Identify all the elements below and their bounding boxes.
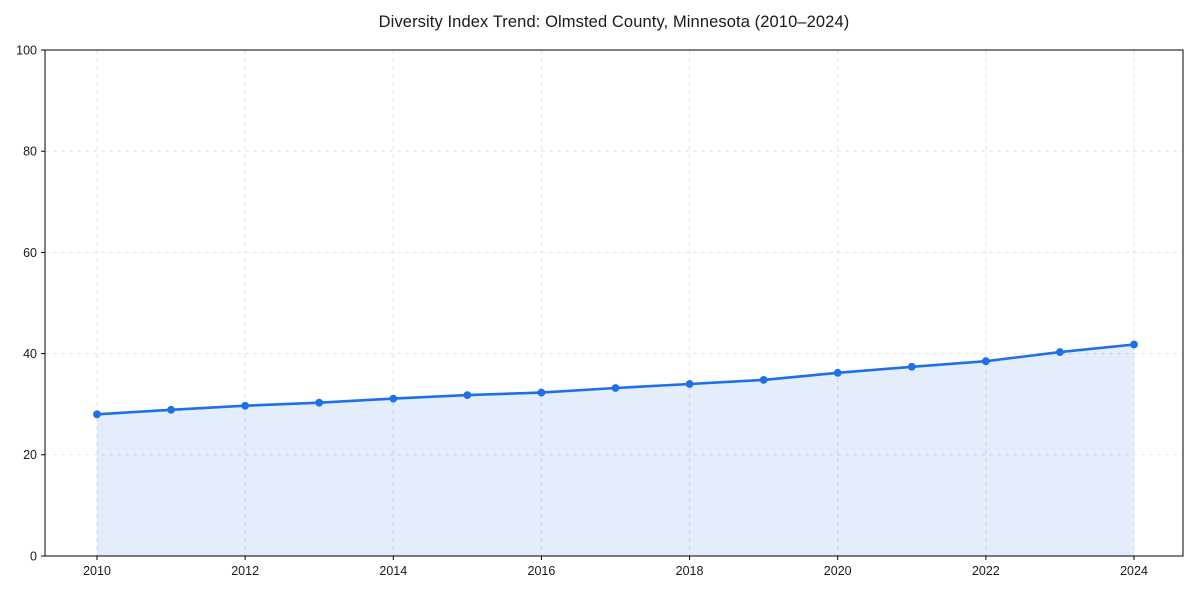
x-tick-label: 2024: [1120, 564, 1148, 578]
x-tick-label: 2020: [824, 564, 852, 578]
plot-border: [44, 49, 1184, 557]
data-point-2018: [685, 380, 694, 388]
data-point-2010: [93, 410, 101, 419]
y-tick-label: 80: [23, 145, 37, 159]
y-tick-label: 100: [16, 43, 37, 57]
x-tick-label: 2012: [231, 564, 259, 578]
x-tick-label: 2022: [972, 564, 1000, 578]
chart-title: Diversity Index Trend: Olmsted County, M…: [378, 13, 850, 31]
data-point-2016: [537, 388, 546, 397]
data-point-2013: [315, 398, 324, 407]
area-fill: [97, 344, 1134, 556]
data-point-2021: [907, 362, 916, 371]
x-tick-label: 2010: [83, 564, 111, 578]
data-point-2022: [981, 357, 990, 366]
y-tick-label: 0: [30, 549, 37, 563]
y-tick-label: 60: [23, 246, 37, 260]
data-point-2020: [833, 368, 842, 377]
x-tick-label: 2016: [528, 564, 556, 578]
data-point-2023: [1056, 348, 1064, 356]
data-point-2011: [167, 405, 175, 414]
y-tick-label: 40: [23, 347, 37, 361]
y-tick-label: 20: [23, 448, 37, 462]
x-tick-label: 2014: [379, 564, 407, 578]
x-tick-label: 2018: [676, 564, 704, 578]
data-point-2024: [1130, 340, 1138, 349]
data-point-2019: [759, 376, 768, 384]
data-point-2012: [241, 401, 250, 410]
data-point-2014: [389, 394, 398, 403]
data-point-2017: [611, 384, 620, 392]
data-point-2015: [463, 391, 472, 399]
